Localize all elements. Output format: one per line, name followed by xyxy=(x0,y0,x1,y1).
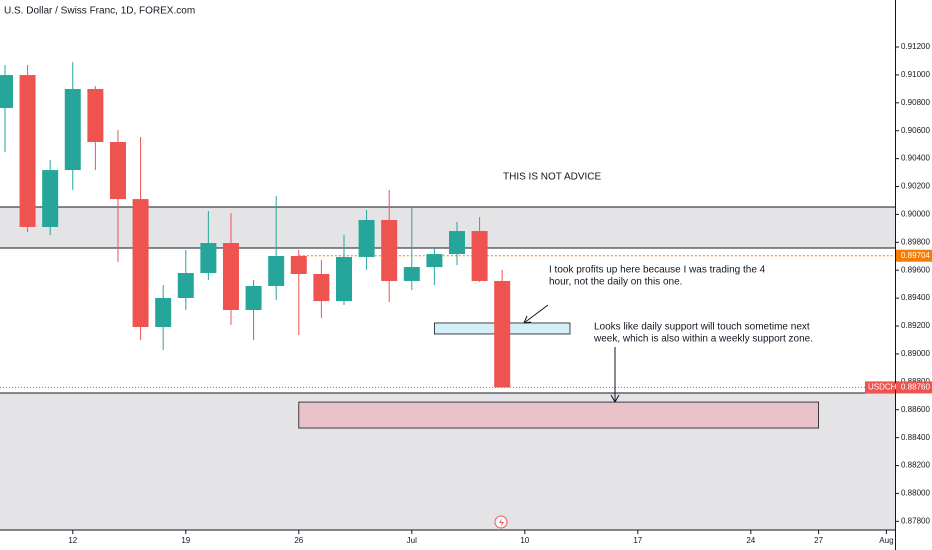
zone xyxy=(0,207,895,249)
x-tick-label: Jul xyxy=(407,536,417,545)
x-tick-label: 12 xyxy=(68,536,77,545)
candle-body xyxy=(109,142,126,200)
y-tick-label: 0.87800 xyxy=(901,516,930,525)
arrow-head xyxy=(523,315,532,324)
candle-body xyxy=(494,280,511,388)
y-tick-label: 0.88600 xyxy=(901,405,930,414)
annotations: THIS IS NOT ADVICE I took profits up her… xyxy=(503,172,813,403)
y-tick-label: 0.90200 xyxy=(901,182,930,191)
axes: 0.91200 0.91000 0.90800 0.90600 0.90400 0.902… xyxy=(68,0,932,550)
candle-body xyxy=(155,297,172,328)
last-price-label: 0.88760 xyxy=(901,383,930,392)
candle-body xyxy=(313,273,330,302)
y-tick-label: 0.89600 xyxy=(901,265,930,274)
y-tick-label: 0.90800 xyxy=(901,98,930,107)
y-tick-label: 0.90600 xyxy=(901,126,930,135)
price-axis-bg xyxy=(896,0,932,550)
x-tick-label: 26 xyxy=(294,536,303,545)
y-tick-label: 0.88200 xyxy=(901,461,930,470)
candle-body xyxy=(87,89,104,143)
marked-price-tag xyxy=(896,249,932,262)
candle-body xyxy=(222,243,239,310)
annotation: THIS IS NOT ADVICE xyxy=(503,172,601,183)
x-tick-label: 10 xyxy=(520,536,529,545)
annotation: hour, not the daily on this one. xyxy=(549,277,682,288)
y-tick-label: 0.89400 xyxy=(901,293,930,302)
last-price-tag xyxy=(896,381,932,394)
annotation: Looks like daily support will touch some… xyxy=(594,322,810,333)
y-tick-label: 0.89000 xyxy=(901,349,930,358)
candle-body xyxy=(245,285,262,310)
events-icon-glyph xyxy=(499,518,504,527)
candle-body xyxy=(381,220,398,281)
y-tick-label: 0.91200 xyxy=(901,42,930,51)
candle-body xyxy=(448,231,465,255)
chart-title: U.S. Dollar / Swiss Franc, 1D, FOREX.com xyxy=(4,6,195,17)
x-tick-label: 19 xyxy=(181,536,190,545)
candle-body xyxy=(426,254,443,268)
candle-body xyxy=(358,220,375,257)
arrow xyxy=(523,304,549,324)
candle-body xyxy=(335,256,352,302)
candle-body xyxy=(268,256,285,286)
candle-body xyxy=(177,273,194,298)
candle-body xyxy=(132,199,149,328)
arrow-head xyxy=(610,394,620,403)
symbol-tag xyxy=(865,381,895,394)
y-tick-label: 0.90000 xyxy=(901,210,930,219)
y-tick-label: 0.89200 xyxy=(901,321,930,330)
x-tick-label: 17 xyxy=(633,536,642,545)
y-tick-label: 0.91000 xyxy=(901,70,930,79)
annotation: I took profits up here because I was tra… xyxy=(549,265,766,276)
candle-body xyxy=(19,75,36,227)
x-tick-label: 24 xyxy=(746,536,755,545)
candle-body xyxy=(403,267,420,281)
candle-body xyxy=(290,256,307,274)
x-tick-label: Aug xyxy=(879,536,893,545)
candle-body xyxy=(471,231,488,281)
y-tick-label: 0.89800 xyxy=(901,237,930,246)
annotation: week, which is also within a weekly supp… xyxy=(593,334,813,345)
candle-body xyxy=(0,75,13,108)
y-tick-label: 0.88400 xyxy=(901,433,930,442)
candle-body xyxy=(200,243,217,274)
y-tick-label: 0.88000 xyxy=(901,489,930,498)
candles xyxy=(0,62,511,388)
candle-body xyxy=(42,170,59,227)
candle-body xyxy=(64,89,81,171)
marked-price-label: 0.89704 xyxy=(901,251,930,260)
x-tick-label: 27 xyxy=(814,536,823,545)
box xyxy=(298,401,820,429)
boxes xyxy=(0,255,895,429)
y-tick-label: 0.90400 xyxy=(901,154,930,163)
symbol-label: USDCHF xyxy=(868,383,901,392)
